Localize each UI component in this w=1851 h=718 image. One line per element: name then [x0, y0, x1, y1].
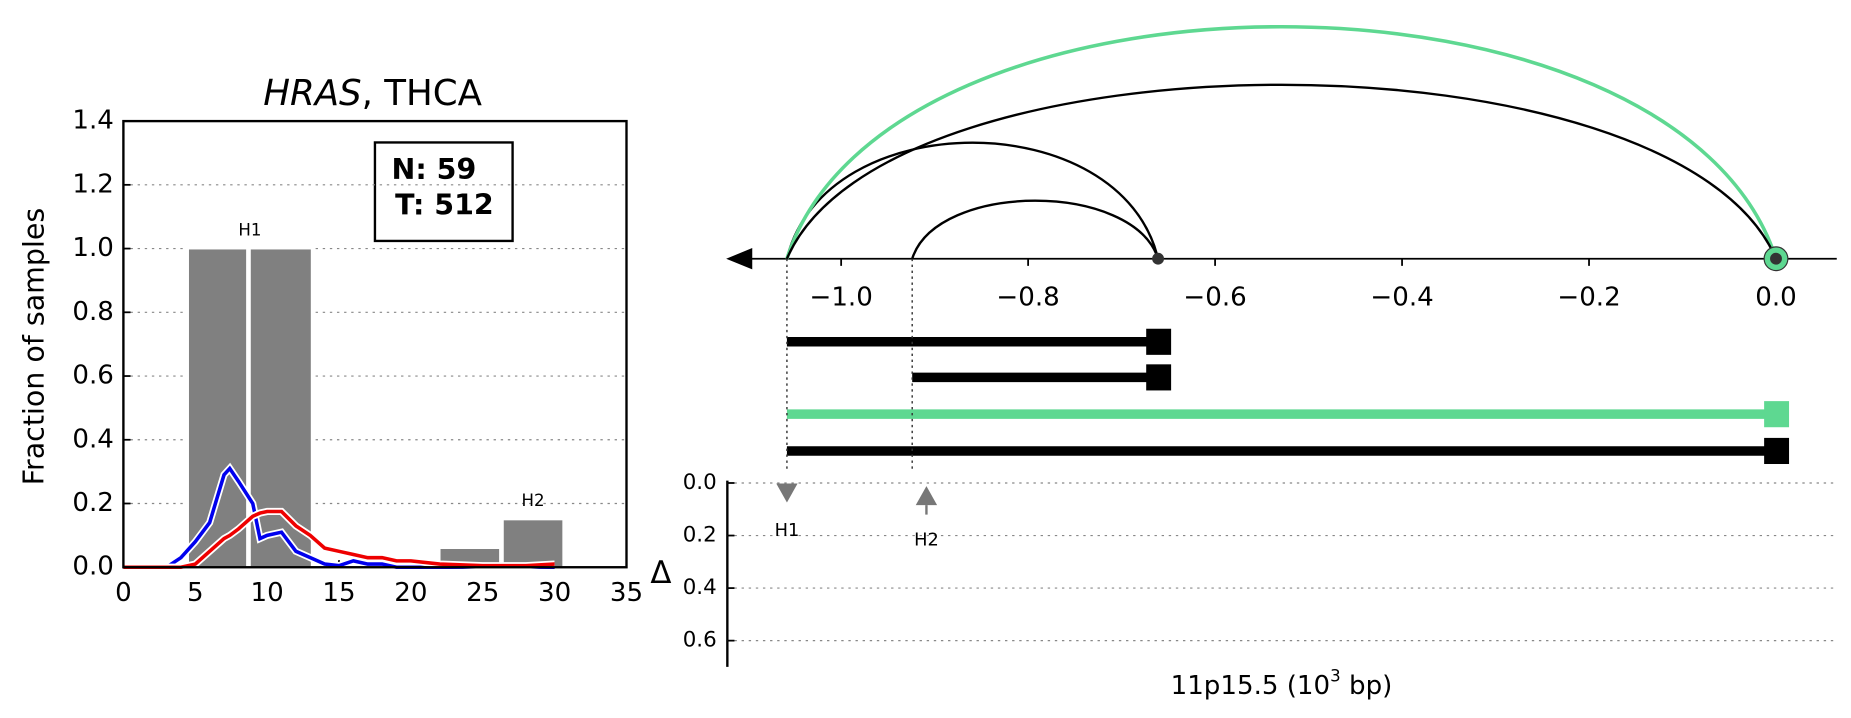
- group-label: H1: [238, 220, 261, 239]
- legend-box: [373, 141, 514, 243]
- y-tick-label: 0.0: [72, 552, 114, 582]
- y-tick-label: 1.4: [72, 106, 114, 136]
- legend-tumor: T: 512: [395, 189, 494, 222]
- end-dot: [1152, 252, 1164, 265]
- x-tick-label: −0.2: [1557, 282, 1620, 312]
- haplotype-label: H1: [775, 520, 800, 541]
- x-tick-label: 0.0: [1755, 282, 1797, 312]
- legend-normal: N: 59: [392, 153, 477, 186]
- segment-end: [1764, 437, 1790, 465]
- x-tick-label: −0.8: [996, 282, 1059, 312]
- x-tick-label: 0: [115, 578, 132, 608]
- x-tick-label: 10: [251, 578, 284, 608]
- y-tick-label: 1.2: [72, 169, 114, 199]
- plot-frame: [122, 119, 628, 569]
- x-axis-label: 11p15.5 (103 bp): [1171, 666, 1393, 700]
- x-tick-label: 20: [394, 578, 427, 608]
- segment-end: [1146, 328, 1172, 355]
- y-tick-label: 0.6: [683, 628, 717, 653]
- arc: [785, 141, 1160, 260]
- x-tick-label: 5: [187, 578, 204, 608]
- bar: [187, 247, 248, 569]
- title-rest: , THCA: [362, 73, 483, 114]
- haplotype-label: H2: [914, 530, 939, 551]
- y-tick-label: 0.8: [72, 297, 114, 327]
- haplotype-marker: [915, 486, 938, 506]
- arc: [911, 199, 1160, 260]
- x-tick-label: −0.4: [1370, 282, 1433, 312]
- x-tick-label: 35: [610, 578, 643, 608]
- y-tick-label: 0.4: [72, 424, 114, 454]
- x-tick-label: 30: [538, 578, 571, 608]
- bar: [501, 518, 565, 569]
- y-axis-label: Fraction of samples: [18, 208, 51, 486]
- y-tick-label: 0.4: [683, 575, 717, 600]
- chart-title: HRAS, THCA: [263, 73, 482, 114]
- x-tick-label: −1.0: [809, 282, 872, 312]
- line: [123, 509, 555, 570]
- segment-end: [1146, 364, 1172, 391]
- xlabel-sup: 3: [1330, 666, 1341, 685]
- y-tick-label: 0.2: [683, 523, 717, 548]
- y-tick-label: 1.0: [72, 233, 114, 263]
- arc: [785, 24, 1778, 260]
- xlabel-end: bp): [1341, 670, 1393, 700]
- y-tick-label: 0.2: [72, 488, 114, 518]
- haplotype-marker: [776, 483, 798, 503]
- segment-end: [1764, 401, 1790, 428]
- group-label: H2: [522, 491, 545, 510]
- x-tick-label: 15: [322, 578, 355, 608]
- y-axis-label: Δ: [650, 555, 671, 591]
- x-tick-label: −0.6: [1183, 282, 1246, 312]
- xlabel-base: 11p15.5 (10: [1171, 670, 1331, 700]
- end-dot: [1770, 252, 1782, 265]
- axis-arrow: [726, 248, 753, 270]
- x-tick-label: 25: [466, 578, 499, 608]
- y-tick-label: 0.6: [72, 361, 114, 391]
- arc: [785, 83, 1778, 260]
- title-gene: HRAS: [263, 73, 361, 114]
- y-tick-label: 0.0: [683, 470, 717, 495]
